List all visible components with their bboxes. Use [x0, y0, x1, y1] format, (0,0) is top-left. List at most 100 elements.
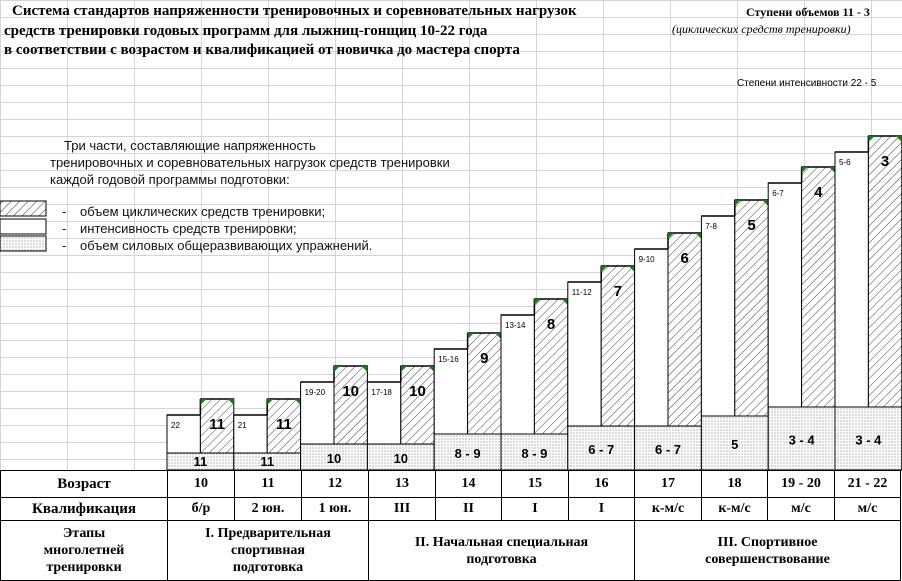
- intensity-segment: [500, 314, 535, 435]
- strength-volume-label: 11: [194, 454, 208, 469]
- legend-dash-1: -: [62, 204, 67, 219]
- intro-line-1: Три части, составляющие напряженность: [64, 138, 316, 153]
- intro-line-2: тренировочных и соревновательных нагрузо…: [50, 155, 450, 170]
- cyclic-volume-segment: [801, 166, 836, 408]
- qualification-cell: I: [568, 497, 635, 521]
- comment-marker: [534, 299, 541, 305]
- strength-volume-label: 10: [327, 451, 341, 466]
- qualification-cell: б/р: [167, 497, 235, 521]
- intensity-label: 19-20: [305, 388, 326, 397]
- stages-label-line: Этапы: [62, 526, 106, 541]
- comment-marker: [734, 200, 741, 206]
- legend-swatch-white: [0, 218, 47, 235]
- age-cell: 13: [368, 470, 436, 498]
- strength-volume-segment: [767, 406, 836, 471]
- legend-swatch-hatch: [0, 200, 47, 217]
- stage-3-cell: III. Спортивное совершенствование: [634, 520, 901, 581]
- data-table: Возраст 10 11 12 13 14 15 16 17 18 19 - …: [0, 470, 901, 581]
- intensity-label: 21: [238, 421, 247, 430]
- strength-volume-label: 3 - 4: [855, 433, 882, 448]
- cyclic-volume-label: 6: [681, 250, 689, 267]
- comment-marker: [467, 333, 474, 339]
- comment-marker: [227, 399, 234, 405]
- intensity-segment: [767, 182, 803, 408]
- stage-2-line: II. Начальная специальная: [414, 534, 589, 550]
- intensity-label: 13-14: [505, 321, 526, 330]
- comment-marker: [361, 366, 368, 372]
- comment-marker: [762, 200, 769, 206]
- stage-1-cell: I. Предварительная спортивная подготовка: [167, 520, 369, 581]
- qualification-cell: м/с: [834, 497, 901, 521]
- comment-marker: [695, 233, 702, 239]
- age-cell: 17: [634, 470, 702, 498]
- bar-column-11: 21 11 11: [233, 398, 302, 471]
- comment-marker: [200, 399, 207, 405]
- comment-marker: [400, 366, 407, 372]
- cyclic-volume-label: 11: [276, 416, 292, 433]
- intensity-segment: [433, 348, 469, 435]
- cyclic-volume-label: 10: [409, 383, 426, 400]
- bar-column-13: 17-18 10 10: [366, 365, 435, 471]
- comment-marker: [628, 266, 635, 272]
- intensity-label: 22: [171, 421, 180, 430]
- comment-marker: [495, 333, 501, 339]
- stages-label-line: тренировки: [46, 560, 122, 575]
- comment-marker: [895, 136, 902, 142]
- stage-3-line: III. Спортивное: [717, 534, 818, 550]
- comment-marker: [829, 167, 835, 173]
- legend-label-strength: объем силовых общеразвивающих упражнений…: [80, 238, 373, 253]
- stages-row-label: Этапы многолетней тренировки: [0, 520, 168, 581]
- stage-1-line: подготовка: [232, 560, 304, 575]
- strength-volume-label: 8 - 9: [455, 446, 481, 461]
- qualification-cell: м/с: [767, 497, 835, 521]
- bar-column-12: 19-20 10 10: [300, 365, 368, 471]
- stage-2-line: подготовка: [466, 551, 537, 567]
- intensity-label: 5-6: [839, 158, 851, 167]
- stages-label-line: многолетней: [43, 543, 125, 558]
- qualification-row-label: Квалификация: [0, 497, 168, 521]
- qualification-cell: I: [501, 497, 569, 521]
- stage-2-cell: II. Начальная специальная подготовка: [368, 520, 635, 581]
- comment-marker: [334, 366, 340, 372]
- comment-marker: [868, 136, 875, 142]
- stage-1-line: I. Предварительная: [205, 526, 331, 541]
- strength-volume-label: 5: [731, 437, 738, 452]
- comment-marker: [561, 299, 568, 305]
- cyclic-volume-segment: [333, 365, 368, 445]
- title-line-1: Система стандартов напряженности трениро…: [12, 3, 577, 19]
- age-cell: 21 - 22: [834, 470, 901, 498]
- intensity-segment: [567, 281, 602, 427]
- comment-marker: [601, 266, 608, 272]
- legend-label-cyclic: объем циклических средств тренировки;: [80, 204, 326, 219]
- intensity-label: 7-8: [705, 222, 717, 231]
- intensity-label: 17-18: [371, 388, 392, 397]
- strength-volume-segment: [433, 433, 502, 471]
- bar-column-18: 7-8 5 5: [700, 199, 769, 471]
- age-row-label: Возраст: [0, 470, 168, 498]
- cyclic-volume-segment: [266, 398, 302, 454]
- cyclic-volume-segment: [867, 135, 902, 408]
- qualification-cell: 1 юн.: [301, 497, 369, 521]
- qualification-cell: к-м/с: [701, 497, 768, 521]
- cyclic-volume-segment: [467, 332, 502, 435]
- stage-3-line: совершенствование: [705, 551, 830, 567]
- bar-column-15: 13-14 8 8 - 9: [500, 298, 569, 471]
- strength-volume-segment: [700, 415, 769, 471]
- legend-label-intensity: интенсивность средств тренировки;: [80, 221, 297, 236]
- strength-volume-label: 10: [394, 451, 408, 466]
- age-cell: 18: [701, 470, 768, 498]
- intensity-steps: Степени интенсивности 22 - 5: [737, 78, 877, 89]
- age-cell: 10: [167, 470, 235, 498]
- comment-marker: [801, 167, 808, 173]
- cyclic-volume-label: 3: [881, 153, 889, 170]
- age-cell: 14: [435, 470, 502, 498]
- intensity-label: 6-7: [772, 189, 784, 198]
- intensity-segment: [834, 151, 869, 408]
- intro-line-3: каждой годовой программы подготовки:: [50, 172, 290, 187]
- intensity-segment: [700, 215, 736, 417]
- legend-dash-2: -: [62, 221, 67, 236]
- title-line-2: средств тренировки годовых программ для …: [4, 23, 488, 39]
- cyclic-volume-label: 10: [342, 383, 359, 400]
- age-cell: 12: [301, 470, 369, 498]
